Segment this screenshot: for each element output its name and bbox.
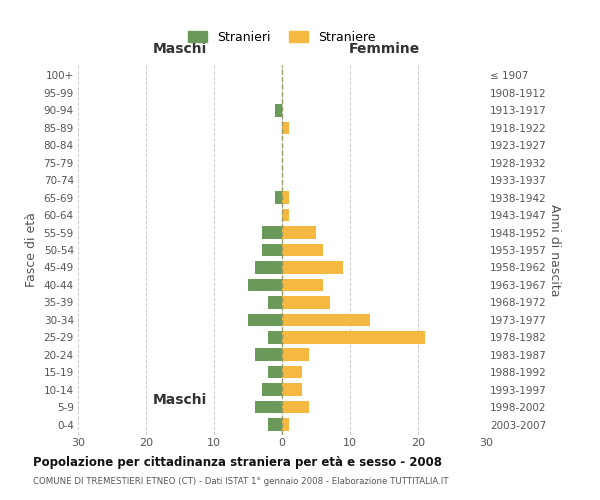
Legend: Stranieri, Straniere: Stranieri, Straniere [185,27,379,48]
Y-axis label: Anni di nascita: Anni di nascita [548,204,561,296]
Bar [255,348,282,361]
Bar [282,366,302,378]
Bar [282,401,309,413]
Bar [282,348,309,361]
Bar [275,104,282,117]
Bar [282,244,323,256]
Bar [282,226,316,239]
Bar [282,418,289,431]
Text: Femmine: Femmine [349,42,419,56]
Bar [282,209,289,222]
Bar [282,296,329,308]
Bar [275,192,282,204]
Text: Popolazione per cittadinanza straniera per età e sesso - 2008: Popolazione per cittadinanza straniera p… [33,456,442,469]
Bar [262,226,282,239]
Bar [248,314,282,326]
Bar [282,122,289,134]
Bar [262,244,282,256]
Bar [282,261,343,274]
Bar [268,418,282,431]
Bar [248,278,282,291]
Bar [282,314,370,326]
Bar [282,384,302,396]
Text: COMUNE DI TREMESTIERI ETNEO (CT) - Dati ISTAT 1° gennaio 2008 - Elaborazione TUT: COMUNE DI TREMESTIERI ETNEO (CT) - Dati … [33,477,449,486]
Bar [282,331,425,344]
Text: Maschi: Maschi [153,42,207,56]
Bar [255,401,282,413]
Bar [268,366,282,378]
Bar [282,278,323,291]
Text: Maschi: Maschi [153,392,207,406]
Bar [255,261,282,274]
Bar [268,296,282,308]
Bar [282,192,289,204]
Bar [268,331,282,344]
Y-axis label: Fasce di età: Fasce di età [25,212,38,288]
Bar [262,384,282,396]
